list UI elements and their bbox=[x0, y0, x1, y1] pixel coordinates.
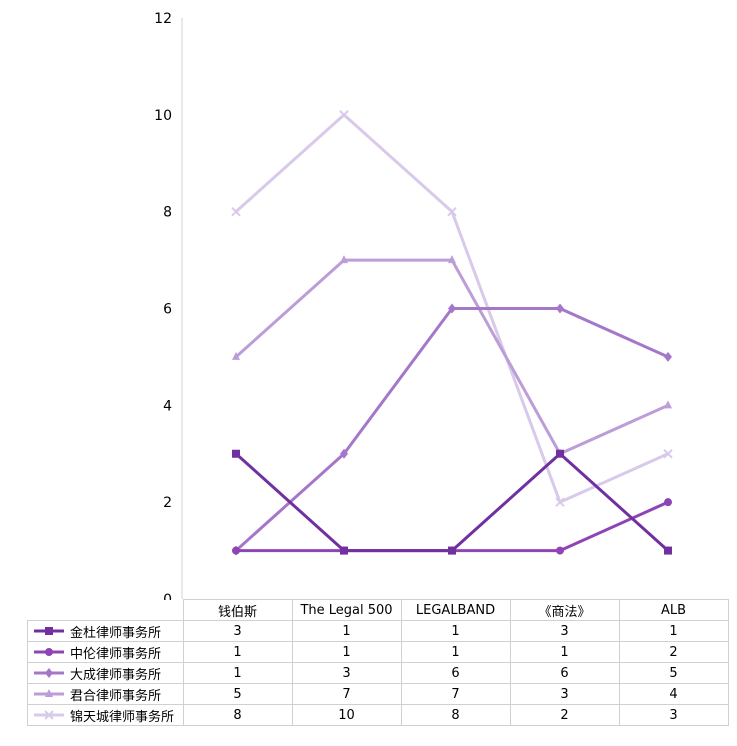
table-cell: 7 bbox=[291, 683, 402, 705]
table-cell: 1 bbox=[509, 641, 620, 663]
table-cell: 3 bbox=[509, 620, 620, 642]
table-cell: 6 bbox=[509, 662, 620, 684]
data-point bbox=[231, 206, 241, 217]
data-table: 钱伯斯 The Legal 500 LEGALBAND 《商法》 ALB 金杜律师事务所 3… bbox=[27, 599, 729, 726]
data-point bbox=[663, 449, 673, 459]
series-lines bbox=[231, 110, 673, 556]
data-point bbox=[556, 449, 564, 458]
table-cell: 2 bbox=[509, 704, 620, 726]
table-row: 金杜律师事务所 3 1 1 3 1 bbox=[27, 620, 729, 642]
data-point bbox=[340, 546, 348, 555]
data-point bbox=[232, 546, 240, 555]
legend-entry: 中伦律师事务所 bbox=[27, 641, 184, 663]
series-3 bbox=[232, 303, 672, 556]
category-label: 《商法》 bbox=[509, 599, 620, 621]
data-point bbox=[556, 546, 564, 555]
data-point bbox=[555, 497, 565, 507]
category-label: The Legal 500 bbox=[291, 599, 402, 621]
y-tick-label: 2 bbox=[163, 495, 172, 511]
data-point bbox=[664, 498, 672, 507]
y-tick-label: 6 bbox=[163, 302, 172, 318]
table-row: 君合律师事务所 5 7 7 3 4 bbox=[27, 683, 729, 705]
table-cell: 1 bbox=[291, 620, 402, 642]
table-header-row: 钱伯斯 The Legal 500 LEGALBAND 《商法》 ALB bbox=[27, 599, 729, 621]
table-cell: 3 bbox=[291, 662, 402, 684]
y-tick-label: 0 bbox=[163, 592, 172, 600]
data-point bbox=[340, 448, 348, 459]
table-cell: 1 bbox=[291, 641, 402, 663]
series-line bbox=[234, 258, 669, 456]
series-4 bbox=[232, 255, 672, 457]
table-cell: 1 bbox=[400, 620, 511, 642]
series-name: 金杜律师事务所 bbox=[70, 625, 162, 641]
data-point bbox=[556, 303, 564, 314]
table-cell: 8 bbox=[182, 704, 293, 726]
y-tick-label: 8 bbox=[163, 205, 172, 221]
data-point bbox=[664, 546, 672, 555]
table-cell: 1 bbox=[400, 641, 511, 663]
y-axis-ticks: 0 2 4 6 8 10 12 bbox=[154, 11, 172, 600]
data-point bbox=[340, 255, 348, 264]
series-name: 锦天城律师事务所 bbox=[70, 709, 175, 725]
table-cell: 6 bbox=[400, 662, 511, 684]
series-line bbox=[234, 452, 670, 553]
table-cell: 10 bbox=[291, 704, 402, 726]
table-cell: 1 bbox=[182, 662, 293, 684]
series-1 bbox=[232, 449, 672, 555]
legend-entry: 金杜律师事务所 bbox=[27, 620, 184, 642]
table-cell: 4 bbox=[618, 683, 729, 705]
data-point bbox=[232, 351, 240, 360]
legend-entry: 锦天城律师事务所 bbox=[27, 704, 184, 726]
legend-key bbox=[34, 627, 64, 635]
table-cell: 1 bbox=[618, 620, 729, 642]
table-cell: 1 bbox=[182, 641, 293, 663]
legend-key bbox=[34, 689, 64, 697]
data-point bbox=[339, 110, 349, 120]
series-name: 大成律师事务所 bbox=[70, 667, 162, 683]
data-point bbox=[448, 546, 456, 555]
table-row: 锦天城律师事务所 8 10 8 2 3 bbox=[27, 704, 729, 726]
table-cell: 5 bbox=[182, 683, 293, 705]
table-cell: 3 bbox=[182, 620, 293, 642]
series-name: 中伦律师事务所 bbox=[70, 646, 162, 662]
data-point bbox=[664, 400, 672, 409]
y-tick-label: 4 bbox=[163, 398, 172, 414]
y-tick-label: 12 bbox=[154, 11, 172, 27]
legend-key bbox=[34, 648, 64, 656]
data-point bbox=[232, 449, 240, 458]
series-line bbox=[236, 500, 669, 553]
data-point bbox=[664, 351, 672, 362]
category-label: LEGALBAND bbox=[400, 599, 511, 621]
data-point bbox=[448, 255, 456, 264]
table-cell: 3 bbox=[618, 704, 729, 726]
table-cell: 8 bbox=[400, 704, 511, 726]
legend-entry: 君合律师事务所 bbox=[27, 683, 184, 705]
legend-key bbox=[34, 668, 64, 678]
table-cell: 2 bbox=[618, 641, 729, 663]
table-cell: 5 bbox=[618, 662, 729, 684]
legend-entry: 大成律师事务所 bbox=[27, 662, 184, 684]
table-corner bbox=[27, 599, 184, 621]
table-row: 大成律师事务所 1 3 6 6 5 bbox=[27, 662, 729, 684]
category-label: ALB bbox=[618, 599, 729, 621]
table-cell: 7 bbox=[400, 683, 511, 705]
legend-key bbox=[34, 710, 64, 720]
table-cell: 3 bbox=[509, 683, 620, 705]
data-point bbox=[448, 303, 456, 314]
table-row: 中伦律师事务所 1 1 1 1 2 bbox=[27, 641, 729, 663]
data-point bbox=[447, 206, 457, 217]
category-label: 钱伯斯 bbox=[182, 599, 293, 621]
series-name: 君合律师事务所 bbox=[70, 688, 162, 704]
series-line bbox=[234, 307, 669, 552]
y-tick-label: 10 bbox=[154, 108, 172, 124]
series-2 bbox=[232, 498, 672, 555]
line-chart: 0 2 4 6 8 10 12 bbox=[154, 11, 673, 600]
